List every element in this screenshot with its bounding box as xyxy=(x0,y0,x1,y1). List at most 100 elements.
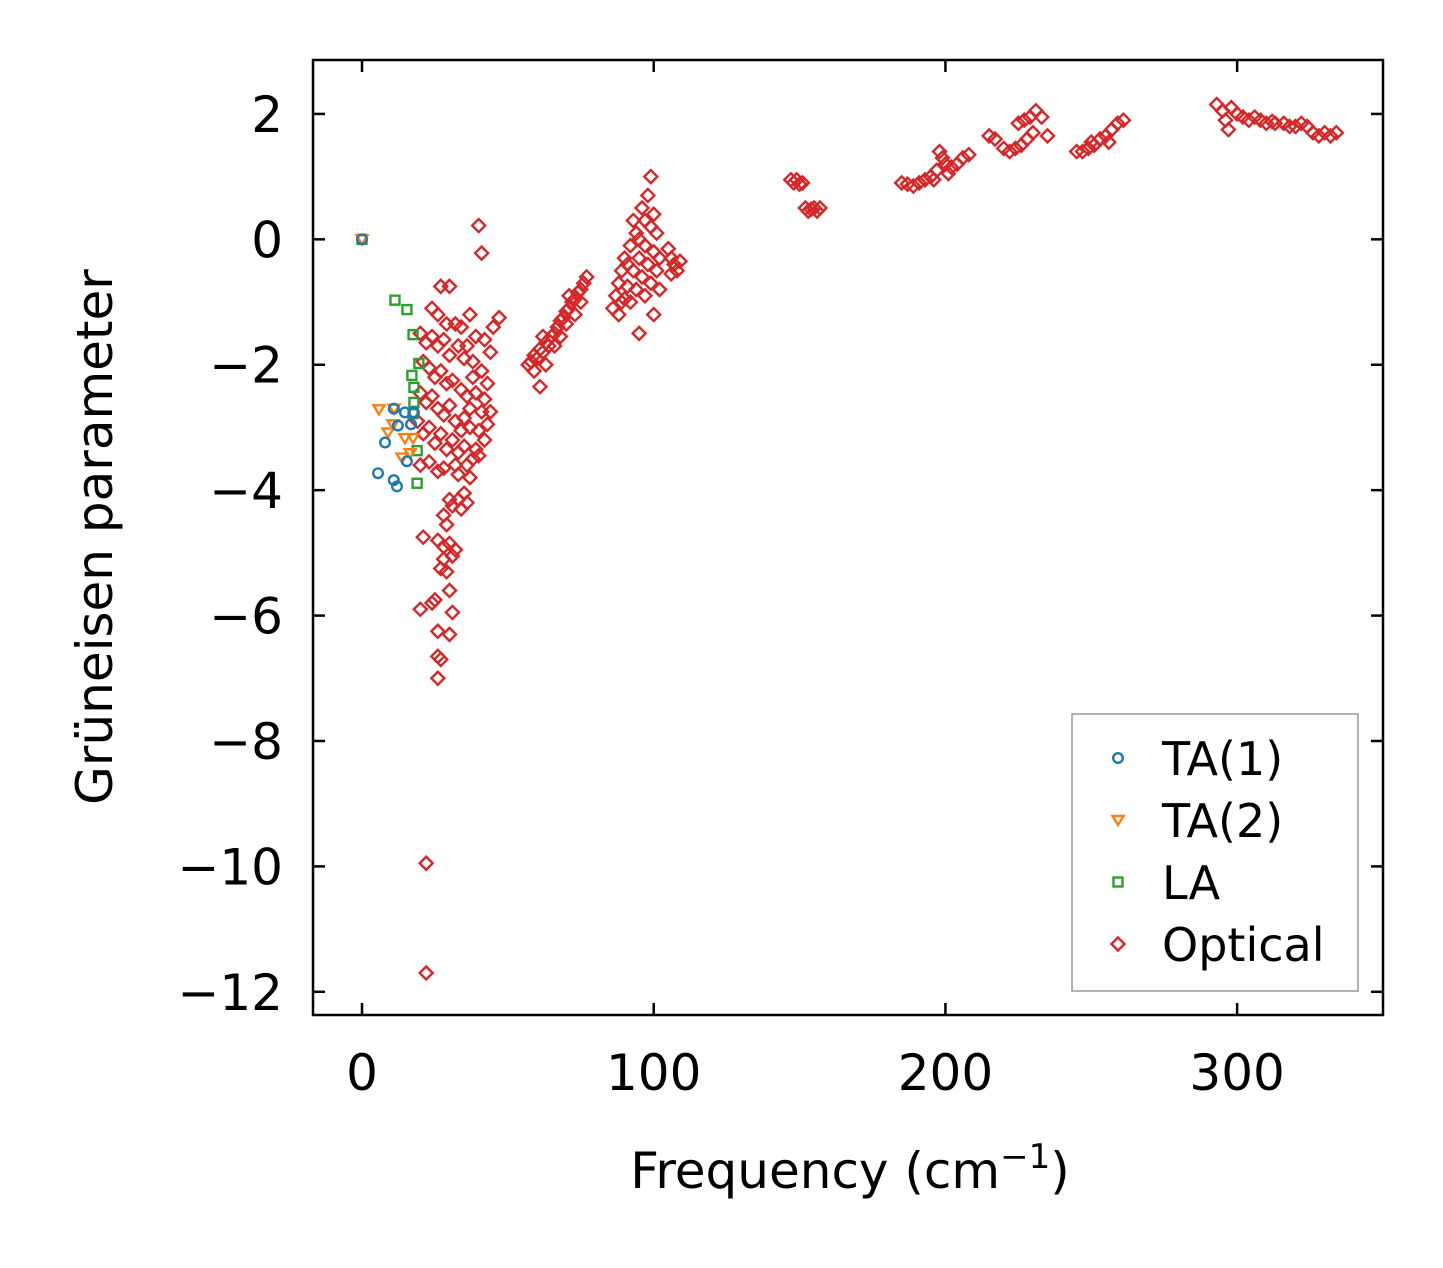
data-point xyxy=(645,206,662,223)
data-point xyxy=(461,400,479,417)
data-point xyxy=(420,359,438,377)
data-point xyxy=(411,477,423,489)
data-point xyxy=(546,337,563,355)
data-point xyxy=(464,369,482,386)
data-point xyxy=(560,287,578,304)
data-point xyxy=(1001,143,1018,160)
data-point xyxy=(622,237,639,254)
data-point xyxy=(1074,143,1091,160)
data-point xyxy=(537,356,554,373)
data-point xyxy=(426,591,444,609)
data-point xyxy=(461,306,479,323)
data-point xyxy=(639,187,657,204)
x-axis-label-superscript: −1 xyxy=(1000,1137,1050,1177)
data-point xyxy=(391,480,404,493)
data-point xyxy=(1263,113,1281,130)
data-point xyxy=(1109,115,1126,132)
data-point xyxy=(387,474,400,487)
data-point xyxy=(441,626,458,643)
data-point xyxy=(1328,124,1345,141)
data-point xyxy=(470,217,487,234)
data-point xyxy=(405,432,421,446)
data-point xyxy=(391,419,404,432)
x-tick-label: 300 xyxy=(1189,1044,1284,1102)
data-point xyxy=(458,494,476,511)
data-point xyxy=(960,146,977,163)
data-point xyxy=(663,265,680,283)
data-point xyxy=(464,353,482,370)
data-point xyxy=(1287,118,1304,135)
legend-marker-circle xyxy=(1111,752,1124,765)
data-point xyxy=(485,318,502,336)
data-point xyxy=(371,404,387,417)
data-point xyxy=(633,199,651,217)
axis-ticks: 0 100 200 300 2 0 −2 −4 −6 −8 −10 −12 xyxy=(177,60,1383,1102)
data-point xyxy=(619,278,636,295)
legend-item: Optical xyxy=(1109,918,1324,972)
x-tick-label: 0 xyxy=(346,1044,378,1102)
data-point xyxy=(811,199,829,217)
data-point xyxy=(432,362,449,380)
data-point xyxy=(455,409,473,427)
data-point xyxy=(356,233,369,246)
y-tick-label: 0 xyxy=(251,211,283,269)
data-point xyxy=(411,444,423,457)
legend-marker-triangle-down xyxy=(1110,814,1126,828)
data-point xyxy=(616,249,633,267)
data-point xyxy=(651,281,668,298)
data-point xyxy=(455,438,473,455)
data-point xyxy=(452,422,470,439)
data-point xyxy=(455,350,473,367)
data-point xyxy=(417,964,435,982)
data-point xyxy=(925,171,942,188)
legend-item: TA(1) xyxy=(1111,732,1283,786)
data-point xyxy=(630,231,648,248)
data-point xyxy=(628,224,645,242)
data-point xyxy=(1091,130,1109,148)
data-point xyxy=(578,268,595,286)
data-point xyxy=(490,309,508,326)
data-point xyxy=(441,491,458,508)
data-point xyxy=(432,560,449,577)
data-point xyxy=(1010,115,1027,132)
data-point xyxy=(438,441,455,458)
data-point xyxy=(441,582,458,599)
data-point xyxy=(639,256,657,273)
data-point xyxy=(458,337,476,355)
data-point xyxy=(642,275,659,292)
data-point xyxy=(401,303,413,316)
data-point xyxy=(473,403,490,420)
y-tick-label: −10 xyxy=(177,838,283,896)
data-point xyxy=(633,268,651,286)
data-point xyxy=(479,416,496,433)
data-point xyxy=(651,249,668,267)
data-point xyxy=(470,422,487,439)
data-point xyxy=(447,541,464,558)
data-point xyxy=(407,328,419,341)
data-point xyxy=(423,594,441,612)
x-tick-label: 100 xyxy=(606,1044,701,1102)
data-point xyxy=(441,278,458,295)
data-point xyxy=(1115,111,1132,129)
data-point xyxy=(1015,111,1033,129)
data-point xyxy=(397,432,413,446)
series-ta-1- xyxy=(356,233,420,493)
data-point xyxy=(450,337,467,355)
data-point xyxy=(1100,133,1117,151)
data-point xyxy=(441,347,458,364)
data-point xyxy=(426,434,444,452)
data-point xyxy=(940,165,957,182)
data-point xyxy=(986,130,1004,148)
data-markers xyxy=(354,96,1345,982)
data-point xyxy=(476,391,493,408)
data-point xyxy=(628,281,645,298)
legend-label: TA(1) xyxy=(1161,732,1283,786)
data-point xyxy=(385,419,401,432)
data-point xyxy=(1322,127,1339,145)
data-point xyxy=(625,212,642,229)
data-point xyxy=(458,456,476,474)
data-point xyxy=(610,306,627,323)
data-point xyxy=(610,275,627,292)
data-point xyxy=(435,406,452,424)
data-point xyxy=(444,372,461,389)
